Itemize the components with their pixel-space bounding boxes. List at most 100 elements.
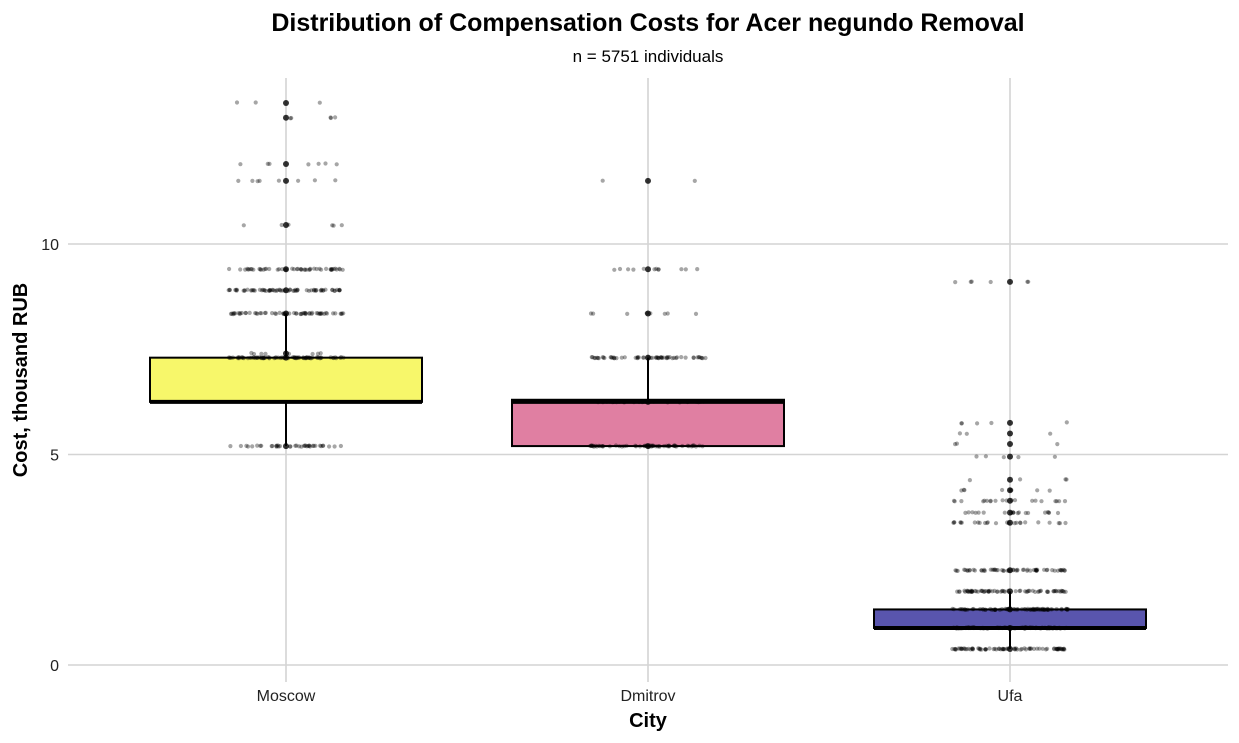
point: [976, 510, 981, 515]
point: [650, 444, 655, 449]
point: [1048, 607, 1053, 612]
point: [275, 443, 280, 448]
point: [1023, 625, 1028, 630]
point: [649, 443, 655, 448]
point: [1054, 499, 1059, 504]
point: [1054, 647, 1059, 652]
point: [1025, 606, 1030, 612]
point: [972, 588, 978, 594]
point: [976, 520, 981, 525]
point: [1000, 625, 1005, 631]
point: [641, 355, 646, 360]
point: [314, 288, 319, 293]
point: [304, 444, 309, 449]
point: [297, 355, 302, 360]
point: [236, 178, 241, 183]
point: [1027, 646, 1032, 651]
point: [317, 311, 322, 316]
point-group-ufa-1: [951, 624, 1069, 631]
point: [267, 161, 272, 166]
point: [975, 589, 981, 594]
point: [248, 355, 253, 360]
point: [1012, 498, 1018, 503]
point: [227, 287, 232, 292]
point: [249, 350, 254, 356]
point: [237, 356, 242, 361]
point: [972, 568, 978, 573]
point: [695, 355, 700, 360]
point: [1057, 625, 1062, 630]
point: [332, 288, 337, 293]
point: [1036, 607, 1041, 612]
point-group-moscow-4: [226, 287, 342, 294]
point: [257, 266, 262, 272]
point: [974, 454, 979, 459]
point: [1013, 647, 1018, 652]
point: [962, 607, 967, 612]
point: [971, 625, 976, 630]
point: [321, 443, 326, 448]
point: [249, 355, 254, 360]
point: [1054, 646, 1059, 652]
point: [228, 355, 233, 360]
point: [295, 267, 300, 272]
point: [234, 288, 239, 293]
point: [324, 311, 330, 316]
point: [607, 444, 613, 449]
point: [645, 310, 651, 317]
point: [228, 444, 233, 449]
point: [1052, 568, 1057, 573]
point: [301, 443, 307, 448]
point: [243, 310, 248, 316]
point: [267, 288, 273, 293]
point: [597, 444, 602, 449]
point: [318, 356, 323, 361]
point-group-ufa-5: [951, 519, 1068, 526]
point: [1023, 510, 1028, 516]
point: [337, 287, 342, 292]
point: [1035, 646, 1040, 651]
point: [992, 646, 997, 651]
point: [955, 589, 960, 594]
point: [1054, 607, 1059, 612]
point: [1055, 510, 1061, 516]
point: [951, 607, 957, 612]
point: [614, 400, 619, 405]
point: [993, 498, 998, 503]
point: [319, 444, 324, 449]
point: [1057, 646, 1062, 651]
point: [1025, 625, 1030, 630]
point-group-moscow-2: [249, 350, 323, 357]
point: [245, 444, 251, 449]
point: [233, 311, 238, 316]
point: [596, 400, 601, 405]
point: [316, 355, 321, 360]
point: [950, 646, 955, 652]
tick-labels: 0 5 10 Moscow Dmitrov Ufa: [41, 237, 1022, 705]
point: [275, 267, 280, 272]
point: [255, 179, 260, 184]
point: [966, 646, 971, 651]
point: [1062, 499, 1068, 504]
point: [1001, 455, 1006, 460]
point: [288, 444, 293, 449]
point: [955, 625, 960, 630]
point: [1045, 626, 1050, 631]
point: [302, 443, 308, 448]
point: [283, 310, 289, 317]
point: [1044, 568, 1049, 573]
point: [1027, 588, 1032, 594]
point: [328, 115, 333, 121]
point: [315, 355, 320, 360]
point: [1018, 647, 1023, 652]
point: [960, 626, 965, 631]
point: [283, 354, 289, 361]
point: [693, 444, 699, 449]
point: [313, 288, 318, 293]
point: [963, 510, 968, 515]
point: [294, 311, 299, 316]
point: [1052, 589, 1057, 594]
point: [1064, 477, 1069, 482]
point: [1022, 626, 1027, 631]
point: [251, 351, 257, 357]
